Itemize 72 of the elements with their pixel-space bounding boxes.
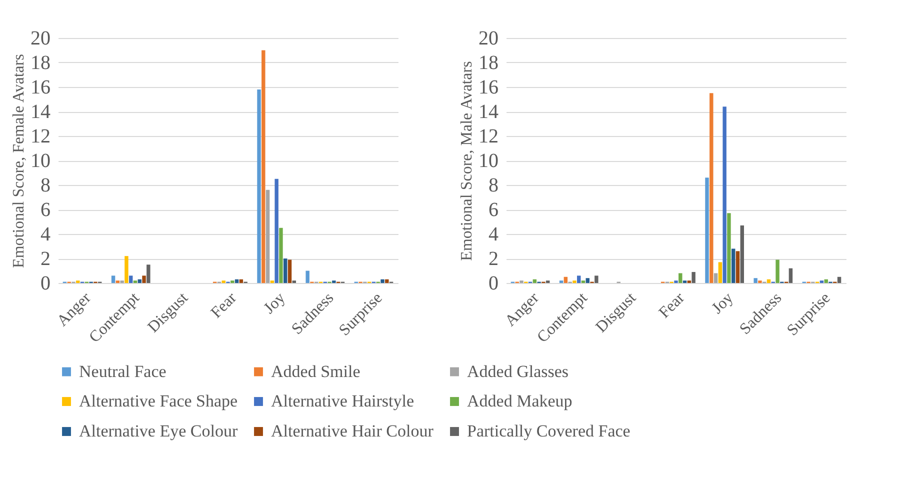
bar	[837, 276, 842, 283]
bar	[283, 258, 288, 283]
bar	[564, 276, 568, 283]
bar	[594, 276, 598, 283]
bar	[678, 273, 682, 283]
bar	[824, 279, 828, 283]
y-tick-label: 4	[488, 224, 498, 246]
bar	[731, 248, 736, 283]
bar	[385, 279, 389, 283]
bar	[142, 276, 146, 283]
bar	[705, 178, 709, 283]
y-axis-title: Emotional Score, Male Avatars	[458, 61, 476, 261]
y-tick-label: 20	[478, 28, 498, 50]
y-tick-label: 8	[40, 174, 50, 196]
y-tick-label: 0	[40, 272, 50, 294]
legend-label: Added Smile	[271, 362, 360, 381]
y-tick-label: 16	[478, 76, 498, 98]
bar	[776, 260, 780, 283]
bar	[586, 278, 590, 283]
y-tick-label: 6	[40, 199, 50, 221]
bar	[111, 276, 116, 283]
bar	[788, 268, 793, 283]
y-tick-label: 12	[30, 126, 50, 148]
x-tick-label: Fear	[656, 289, 688, 322]
legend-label: Alternative Eye Colour	[79, 422, 238, 440]
y-tick-label: 2	[40, 248, 50, 270]
legend-label: Alternative Hairstyle	[271, 392, 414, 410]
y-tick-label: 20	[30, 28, 50, 50]
bar	[722, 106, 726, 283]
bar	[306, 270, 310, 283]
y-tick-label: 16	[30, 76, 50, 98]
bar	[279, 228, 283, 283]
y-tick-label: 8	[488, 174, 498, 196]
y-tick-label: 10	[30, 150, 50, 172]
y-tick-label: 12	[478, 126, 498, 148]
y-tick-label: 14	[30, 101, 50, 123]
bar	[736, 251, 740, 283]
bar	[262, 50, 266, 283]
x-tick-label: Joy	[260, 290, 289, 318]
legend-label: Added Makeup	[467, 392, 572, 410]
x-tick-label: Joy	[708, 290, 737, 318]
legend-label: Alternative Hair Colour	[271, 422, 434, 440]
y-tick-label: 10	[478, 150, 498, 172]
y-tick-label: 18	[30, 52, 50, 74]
bar	[380, 279, 384, 283]
bar	[718, 262, 722, 283]
y-tick-label: 14	[478, 101, 498, 123]
bar	[692, 272, 696, 283]
legend-label: Partically Covered Face	[467, 422, 630, 440]
legend-label: Neutral Face	[79, 362, 166, 381]
bar	[714, 273, 718, 283]
bar	[710, 93, 714, 283]
bar	[754, 278, 758, 283]
y-tick-label: 4	[40, 224, 50, 246]
bar	[146, 264, 150, 283]
legend-label: Added Glasses	[467, 362, 569, 381]
legend-label: Alternative Face Shape	[79, 392, 238, 410]
y-tick-label: 6	[488, 199, 498, 221]
bar	[727, 213, 731, 283]
bar	[124, 256, 128, 283]
bar	[740, 225, 744, 283]
y-axis-title: Emotional Score, Female Avatars	[10, 54, 28, 268]
y-tick-label: 18	[478, 52, 498, 74]
bar	[257, 89, 261, 283]
bar	[128, 276, 133, 283]
y-tick-label: 2	[488, 248, 498, 270]
bar	[288, 260, 292, 283]
bar	[576, 276, 581, 283]
bar	[274, 178, 278, 283]
y-tick-label: 0	[488, 272, 498, 294]
x-tick-label: Fear	[208, 289, 240, 322]
bar	[266, 190, 270, 283]
